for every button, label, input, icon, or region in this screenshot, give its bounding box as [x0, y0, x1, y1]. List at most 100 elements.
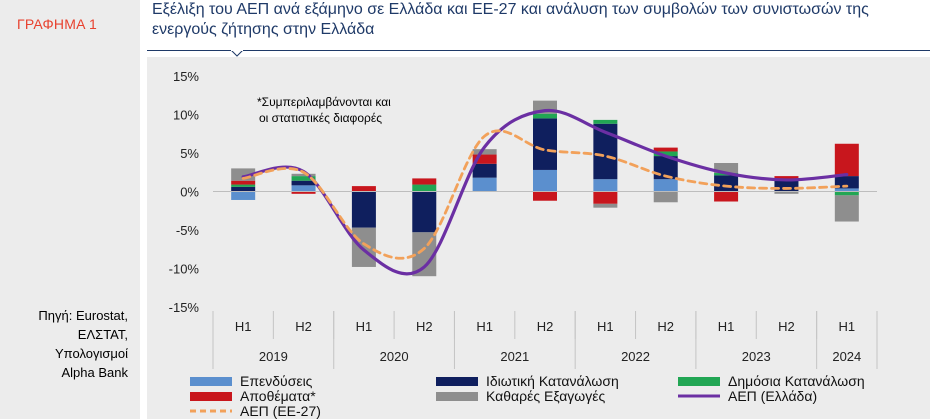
legend-item-gdp-eu27: ΑΕΠ (ΕΕ-27) — [190, 403, 321, 419]
legend-label: ΑΕΠ (Ελλάδα) — [728, 388, 818, 404]
graph-number-label: ΓΡΑΦΗΜΑ 1 — [17, 16, 97, 32]
x-tick-label: H2 — [778, 319, 795, 334]
bar-inventories — [714, 191, 739, 202]
y-tick-label: -15% — [169, 300, 200, 315]
title-notch-icon — [231, 49, 243, 57]
bar-public-consumption — [231, 184, 256, 187]
bar-private-consumption — [231, 186, 256, 192]
year-label: 2021 — [500, 349, 529, 364]
bar-investment — [653, 179, 678, 192]
line-gdp-greece — [241, 108, 849, 276]
x-tick-label: H1 — [597, 319, 614, 334]
legend-label: Ιδιωτική Κατανάλωση — [486, 373, 619, 389]
chart-legend: Επενδύσεις Ιδιωτική Κατανάλωση Δημόσια Κ… — [190, 371, 930, 419]
bar-inventories — [533, 191, 557, 201]
legend-swatch — [436, 376, 478, 386]
y-tick-label: 5% — [180, 146, 199, 161]
bar-investment — [231, 191, 256, 200]
x-tick-label: H1 — [235, 319, 252, 334]
year-label: 2020 — [380, 349, 409, 364]
legend-swatch — [436, 391, 478, 401]
bar-public-consumption — [291, 176, 316, 181]
y-tick-label: 0% — [180, 185, 199, 200]
legend-dashed-swatch — [190, 409, 232, 413]
bar-investment — [834, 188, 859, 192]
x-tick-label: H2 — [416, 319, 433, 334]
bar-net-exports — [472, 149, 497, 155]
legend-swatch — [190, 376, 232, 386]
annotation-line-2: οι στατιστικές διαφορές — [259, 111, 382, 125]
y-tick-label: 15% — [173, 69, 199, 84]
legend-swatch — [190, 391, 232, 401]
x-tick-label: H1 — [718, 319, 735, 334]
legend-item-net-exports: Καθαρές Εξαγωγές — [436, 388, 605, 404]
legend-item-private-consumption: Ιδιωτική Κατανάλωση — [436, 373, 619, 389]
bar-private-consumption — [351, 191, 376, 228]
bar-series — [231, 100, 859, 277]
sidebar-panel: ΓΡΑΦΗΜΑ 1 Πηγή: Eurostat, ΕΛΣΤΑΤ, Υπολογ… — [0, 0, 140, 419]
legend-label: Επενδύσεις — [240, 373, 313, 389]
legend-label: Δημόσια Κατανάλωση — [728, 373, 865, 389]
source-line: ΕΛΣΤΑΤ, — [77, 327, 128, 342]
legend-item-inventories: Αποθέματα* — [190, 388, 316, 404]
legend-item-public-consumption: Δημόσια Κατανάλωση — [678, 373, 865, 389]
bar-investment — [291, 185, 316, 192]
bar-net-exports — [291, 173, 316, 177]
bar-net-exports — [653, 191, 678, 203]
bar-public-consumption — [533, 113, 557, 119]
chart-annotation: *Συμπεριλαμβάνονται και οι στατιστικές δ… — [257, 95, 391, 125]
bar-inventories — [472, 154, 497, 164]
bar-inventories — [412, 178, 437, 185]
year-label: 2023 — [742, 349, 771, 364]
legend-swatch — [678, 376, 720, 386]
legend-label: ΑΕΠ (ΕΕ-27) — [240, 403, 321, 419]
bar-public-consumption — [412, 184, 437, 192]
legend-label: Αποθέματα* — [240, 388, 316, 404]
legend-item-gdp-greece: ΑΕΠ (Ελλάδα) — [678, 388, 817, 404]
line-gdp-eu27 — [241, 129, 849, 260]
bar-inventories — [351, 186, 376, 192]
x-tick-label: H2 — [657, 319, 674, 334]
x-axis: H1 H2 H1 H2 H1 H2 H1 H2 H1 H2 H1 2019 2020 2021 2022 20… — [212, 191, 878, 369]
bar-net-exports — [714, 163, 739, 174]
bar-public-consumption — [834, 191, 859, 196]
bar-investment — [533, 169, 557, 192]
year-label: 2019 — [259, 349, 288, 364]
source-line: Alpha Bank — [61, 365, 129, 380]
y-tick-label: -5% — [176, 223, 200, 238]
x-tick-label: H1 — [476, 319, 493, 334]
chart-title: Εξέλιξη του ΑΕΠ ανά εξάμηνο σε Ελλάδα κα… — [152, 1, 869, 38]
x-tick-label: H2 — [537, 319, 554, 334]
bar-inventories — [231, 180, 256, 185]
gdp-contribution-chart: 15%10%5%0%-5%-10%-15% H1 H2 H1 H2 H1 H2 H1 H2 H1… — [169, 69, 878, 369]
y-tick-label: 10% — [173, 108, 199, 123]
bar-public-consumption — [593, 119, 618, 124]
bar-private-consumption — [714, 175, 739, 192]
bar-inventories — [593, 191, 618, 204]
bar-net-exports — [351, 227, 376, 267]
legend-label: Καθαρές Εξαγωγές — [486, 388, 606, 404]
bar-investment — [593, 179, 618, 192]
source-line: Υπολογισμοί — [55, 346, 128, 361]
year-label: 2022 — [621, 349, 650, 364]
annotation-line-1: *Συμπεριλαμβάνονται και — [257, 95, 391, 109]
bar-net-exports — [834, 195, 859, 222]
bar-private-consumption — [412, 191, 437, 233]
bar-inventories — [834, 143, 859, 177]
bar-investment — [472, 177, 497, 192]
bar-private-consumption — [774, 180, 799, 192]
bar-private-consumption — [472, 163, 497, 178]
line-series — [241, 108, 849, 276]
x-tick-label: H2 — [295, 319, 312, 334]
legend-line-swatch — [678, 394, 720, 398]
bar-net-exports — [774, 191, 799, 194]
y-tick-label: -10% — [169, 262, 200, 277]
legend-item-investment: Επενδύσεις — [190, 373, 312, 389]
source-line: Πηγή: Eurostat, — [38, 308, 128, 323]
title-divider — [147, 50, 930, 51]
year-label: 2024 — [832, 349, 861, 364]
source-note: Πηγή: Eurostat, ΕΛΣΤΑΤ, Υπολογισμοί Alph… — [0, 306, 128, 382]
bar-inventories — [291, 191, 316, 194]
y-axis: 15% 10% 5% 0% -5% -10% -15% — [169, 69, 200, 315]
bar-private-consumption — [291, 180, 316, 186]
